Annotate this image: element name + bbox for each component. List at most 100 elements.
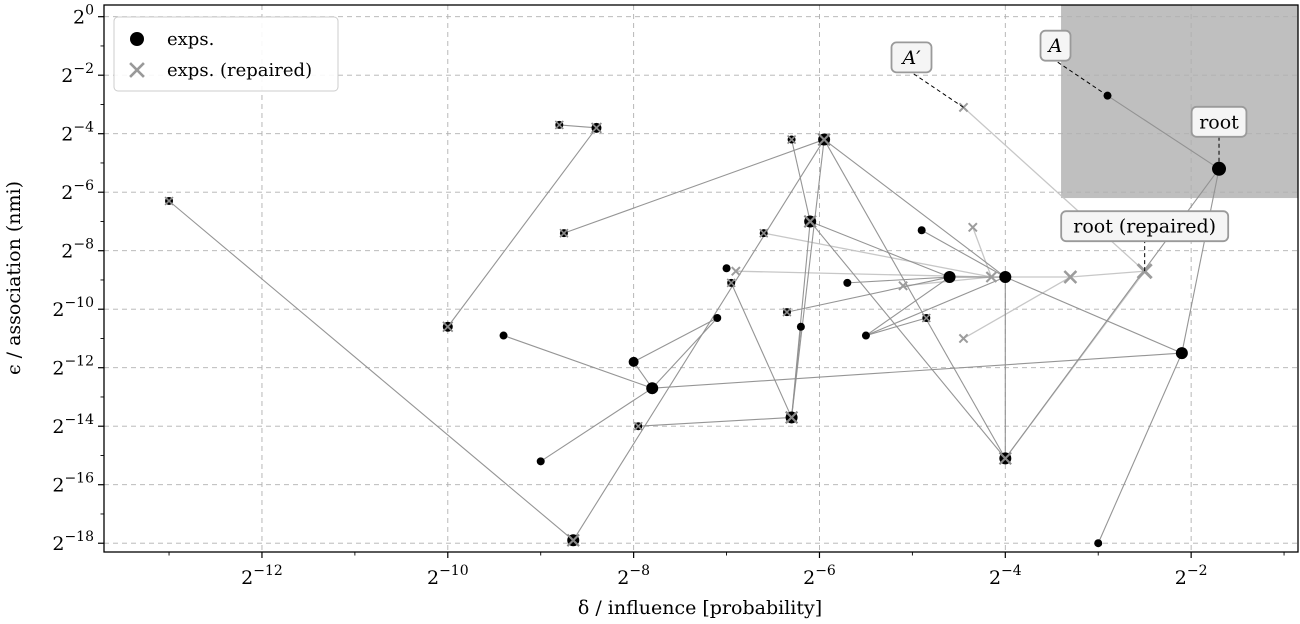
legend-label-exps-repaired: exps. (repaired)	[167, 60, 312, 81]
marker-repaired-s13	[726, 278, 736, 288]
y-tick-label: 2−10	[52, 295, 94, 321]
marker-repaired-rr2	[985, 271, 998, 283]
annotation-leader	[1055, 60, 1108, 97]
y-tick-label: 2−6	[61, 178, 94, 204]
marker-repaired-s8	[559, 228, 569, 238]
edge	[823, 139, 1006, 459]
edges	[168, 95, 1220, 544]
marker-exp-r8	[796, 322, 805, 331]
edge	[638, 416, 792, 427]
edge	[503, 335, 653, 389]
marker-repaired-rr3	[967, 222, 978, 233]
marker-repaired-rr5	[958, 333, 969, 344]
marker-exp-r3	[999, 271, 1012, 284]
edge	[168, 200, 574, 541]
annotation-label: A′	[900, 47, 921, 69]
y-tick-label: 2−16	[52, 471, 94, 497]
marker-exp-r13	[499, 331, 508, 340]
edge	[921, 229, 1006, 278]
edge	[447, 127, 597, 328]
legend-marker-exps-repaired	[129, 62, 145, 78]
edge	[791, 139, 811, 222]
marker-exp-r9	[722, 264, 731, 273]
marker-repaired-s2	[817, 132, 831, 147]
marker-exp-r5	[917, 226, 926, 235]
y-tick-label: 2−8	[61, 237, 94, 263]
edge	[1005, 276, 1183, 354]
edge	[809, 220, 950, 278]
marker-exp-r6	[843, 278, 852, 287]
y-tick-label: 20	[73, 3, 94, 29]
edge-repaired	[1070, 270, 1145, 278]
annotation-leader	[911, 71, 964, 108]
legend-marker-exps	[130, 32, 144, 46]
marker-exp-r1	[1175, 347, 1188, 360]
marker-repaired-rr1	[1063, 270, 1078, 284]
edge	[1107, 95, 1220, 170]
marker-repaired-s10	[164, 196, 174, 206]
edge	[823, 139, 1006, 278]
marker-exp-r2	[1094, 539, 1103, 548]
edge	[865, 276, 950, 336]
edge	[540, 387, 653, 462]
y-ticks: 20 2−2 2−4 2−6 2−8 2−10 2−12 2−14 2−16 2−18	[52, 3, 104, 555]
x-tick-label: 2−8	[617, 563, 650, 589]
y-tick-label: 2−18	[52, 529, 94, 555]
edge	[572, 139, 825, 541]
annotation-box	[1190, 105, 1248, 138]
marker-repaired-s4	[803, 214, 817, 229]
edge	[865, 317, 927, 337]
edge	[791, 326, 802, 418]
edge	[786, 276, 950, 313]
marker-repaired-s6	[590, 122, 602, 134]
marker-repaired-rr4	[898, 280, 908, 291]
edge	[652, 352, 1182, 389]
marker-repaired-s11	[566, 533, 580, 547]
legend-box	[113, 16, 339, 92]
x-tick-label: 2−6	[803, 563, 836, 589]
marker-repaired-s14	[759, 228, 769, 238]
edge-repaired	[963, 106, 1146, 272]
marker-exp-r12	[646, 382, 659, 395]
edge	[809, 221, 1006, 459]
x-tick-label: 2−10	[427, 563, 469, 589]
plot-frame	[103, 4, 1299, 553]
annotation-box	[890, 41, 933, 74]
marker-repaired-s16	[921, 313, 931, 323]
marker-repaired-s5	[785, 410, 799, 425]
annotation-box	[1039, 29, 1072, 62]
edge	[847, 276, 950, 284]
annotation-label: root	[1199, 111, 1239, 133]
legend-label-exps: exps.	[167, 29, 214, 50]
highlight-region	[1061, 5, 1298, 199]
marker-exp-r11	[628, 356, 639, 367]
edge	[559, 124, 597, 129]
edge-repaired	[972, 227, 992, 278]
y-tick-label: 2−12	[52, 354, 94, 380]
x-tick-label: 2−4	[989, 563, 1022, 589]
marker-exp-r4	[943, 271, 956, 284]
y-axis-label: ϵ / association (nmi)	[3, 181, 25, 375]
x-tick-label: 2−12	[241, 563, 283, 589]
x-ticks: 2−12 2−10 2−8 2−6 2−4 2−2	[168, 552, 1285, 589]
edge-repaired	[963, 276, 1071, 340]
edge	[651, 317, 718, 389]
annotation-label: A	[1047, 35, 1063, 57]
annotation-box	[1060, 210, 1230, 243]
marker-repaired-s3	[787, 135, 797, 145]
marker-repaired-s7	[554, 120, 564, 130]
edge	[563, 139, 825, 234]
marker-exp-r14	[536, 457, 545, 466]
marker-repaired-s15	[782, 307, 792, 317]
legend: exps. exps. (repaired)	[113, 16, 339, 92]
x-tick-label: 2−2	[1175, 563, 1208, 589]
edge	[1097, 352, 1183, 544]
y-tick-label: 2−14	[52, 412, 94, 438]
marker-repaired-s12	[633, 421, 643, 431]
marker-repaired-rr6	[731, 266, 741, 277]
marker-repaired-s1	[998, 451, 1012, 465]
marker-exp-r10	[713, 313, 722, 322]
edge	[730, 282, 793, 418]
